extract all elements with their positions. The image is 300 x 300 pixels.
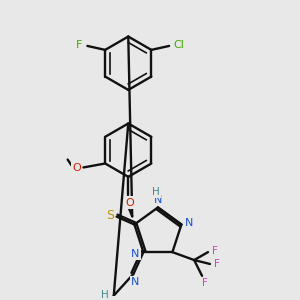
Text: F: F [76,40,83,50]
Text: F: F [212,246,218,256]
Text: N: N [185,218,194,227]
Text: O: O [125,197,134,208]
Text: H: H [152,187,160,197]
Text: H: H [101,290,109,300]
Text: N: N [131,249,140,259]
Text: N: N [154,195,162,205]
Text: F: F [214,259,220,269]
Text: Cl: Cl [174,40,184,50]
Text: S: S [106,209,114,222]
Text: O: O [72,164,81,173]
Text: N: N [131,277,140,287]
Text: F: F [202,278,208,288]
